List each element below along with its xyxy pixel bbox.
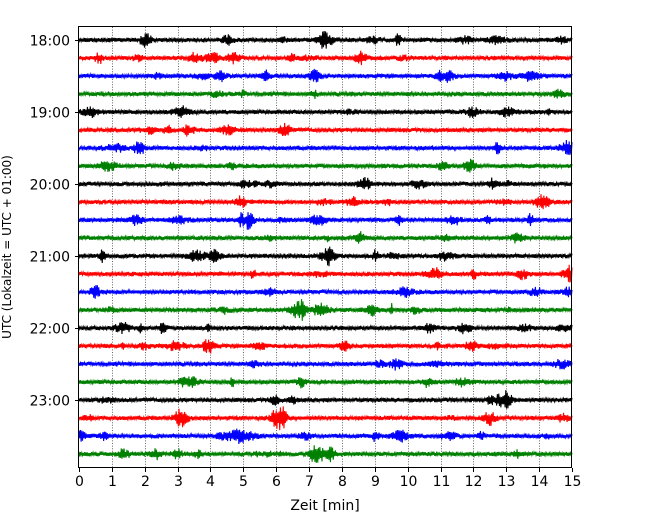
trace-1930 bbox=[78, 140, 573, 156]
trace-2200 bbox=[78, 322, 573, 335]
y-tick-label: 20:00 bbox=[30, 178, 70, 194]
trace-2330 bbox=[78, 428, 573, 445]
x-tick-label: 0 bbox=[75, 474, 84, 490]
trace-2000 bbox=[78, 176, 573, 190]
x-tick-label: 12 bbox=[465, 474, 483, 490]
trace-2315 bbox=[78, 406, 573, 431]
x-tick-label: 4 bbox=[206, 474, 215, 490]
trace-2230 bbox=[78, 358, 573, 371]
trace-2345 bbox=[78, 445, 573, 463]
x-tick-label: 3 bbox=[174, 474, 183, 490]
x-tick-label: 6 bbox=[272, 474, 281, 490]
trace-2245 bbox=[78, 376, 573, 389]
x-tick-label: 7 bbox=[305, 474, 314, 490]
trace-2115 bbox=[78, 264, 573, 283]
y-tick-label: 21:00 bbox=[30, 250, 70, 266]
y-tick-label: 23:00 bbox=[30, 394, 70, 410]
x-tick-label: 9 bbox=[371, 474, 380, 490]
trace-2215 bbox=[78, 339, 573, 354]
trace-2015 bbox=[78, 194, 573, 210]
y-tick-label: 18:00 bbox=[30, 34, 70, 50]
x-tick-label: 15 bbox=[564, 474, 582, 490]
x-axis-label: Zeit [min] bbox=[290, 498, 359, 514]
y-tick-label: 22:00 bbox=[30, 322, 70, 338]
x-axis: 0 1 2 3 4 5 6 7 8 9 10 11 12 13 14 15 bbox=[75, 468, 581, 490]
trace-2145 bbox=[78, 299, 573, 321]
y-tick-label: 19:00 bbox=[30, 106, 70, 122]
x-tick-label: 11 bbox=[433, 474, 451, 490]
y-axis-label: UTC (Lokalzeit = UTC + 01:00) bbox=[0, 155, 14, 339]
x-tick-label: 2 bbox=[141, 474, 150, 490]
traces-layer bbox=[78, 31, 573, 463]
x-tick-label: 14 bbox=[531, 474, 549, 490]
trace-1830 bbox=[78, 68, 573, 83]
trace-1945 bbox=[78, 158, 573, 173]
trace-1800 bbox=[78, 31, 573, 49]
trace-1915 bbox=[78, 122, 573, 137]
x-tick-label: 10 bbox=[400, 474, 418, 490]
trace-2300 bbox=[78, 390, 573, 409]
trace-2100 bbox=[78, 246, 573, 267]
trace-1815 bbox=[78, 50, 573, 66]
y-axis: 18:00 19:00 20:00 21:00 22:00 23:00 bbox=[30, 34, 79, 410]
trace-2130 bbox=[78, 285, 573, 299]
trace-1900 bbox=[78, 105, 573, 119]
x-tick-label: 8 bbox=[338, 474, 347, 490]
x-tick-label: 1 bbox=[108, 474, 117, 490]
trace-2045 bbox=[78, 231, 573, 244]
plot-frame bbox=[78, 26, 572, 468]
x-tick-label: 5 bbox=[239, 474, 248, 490]
trace-2030 bbox=[78, 212, 573, 230]
trace-1845 bbox=[78, 88, 573, 100]
x-tick-label: 13 bbox=[498, 474, 516, 490]
